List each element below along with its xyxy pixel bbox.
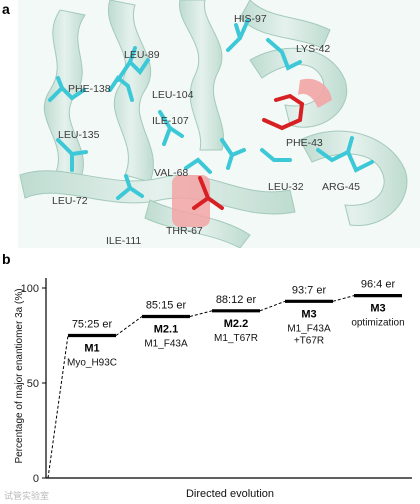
variant-description: Myo_H93C bbox=[67, 358, 117, 369]
residue-label: THR-67 bbox=[166, 225, 203, 237]
er-label: 96:4 er bbox=[361, 279, 396, 291]
residue-label: ARG-45 bbox=[322, 181, 360, 193]
variant-name: M1 bbox=[84, 343, 99, 355]
connector-line bbox=[259, 300, 286, 312]
variant-description: +T67R bbox=[294, 335, 324, 346]
connector-line bbox=[115, 316, 143, 336]
variant-description: M1_F43A bbox=[287, 323, 331, 334]
residue-label: LEU-32 bbox=[268, 181, 304, 193]
er-label: 88:12 er bbox=[216, 294, 257, 306]
residue-label: ILE-111 bbox=[106, 235, 141, 247]
er-label: 75:25 er bbox=[72, 319, 113, 331]
connector-line bbox=[189, 310, 213, 317]
residue-label: LYS-42 bbox=[296, 43, 330, 55]
residue-label: ILE-107 bbox=[152, 115, 189, 127]
variant-description: optimization bbox=[351, 318, 404, 329]
variant-description: M1_T67R bbox=[214, 333, 258, 344]
mutated-residue-sticks bbox=[192, 93, 305, 210]
y-tick-label: 0 bbox=[33, 473, 39, 485]
y-axis-title: Percentage of major enantiomer 3a (%) bbox=[14, 288, 25, 463]
variant-name: M3 bbox=[301, 308, 316, 320]
variant-name: M2.2 bbox=[224, 318, 248, 330]
residue-label: VAL-68 bbox=[154, 167, 188, 179]
residue-label: LEU-135 bbox=[58, 129, 100, 141]
protein-structure-panel: a HIS-97 LEU-89 LYS-42 PHE-138 LEU-104 I… bbox=[2, 0, 420, 248]
phe43-highlight bbox=[298, 78, 332, 108]
evolution-chart: b Percentage of major enantiomer 3a (%) … bbox=[2, 251, 412, 500]
watermark: 试管实验室 bbox=[4, 491, 50, 501]
thr67-highlight bbox=[172, 175, 210, 227]
panel-a-letter: a bbox=[2, 1, 10, 17]
residue-label: PHE-43 bbox=[286, 137, 323, 149]
residue-label: HIS-97 bbox=[234, 13, 267, 25]
variant-name: M3 bbox=[370, 303, 385, 315]
residue-label: LEU-72 bbox=[52, 195, 88, 207]
residue-label: PHE-138 bbox=[68, 83, 111, 95]
y-tick-label: 50 bbox=[27, 378, 39, 390]
residue-sticks bbox=[48, 18, 374, 200]
connector-line bbox=[47, 335, 69, 479]
connector-line bbox=[332, 295, 355, 302]
variant-name: M2.1 bbox=[154, 324, 178, 336]
er-label: 85:15 er bbox=[146, 300, 187, 312]
panel-b-letter: b bbox=[2, 251, 11, 267]
x-axis-title: Directed evolution bbox=[186, 488, 274, 500]
residue-label: LEU-104 bbox=[152, 89, 194, 101]
residue-label: LEU-89 bbox=[124, 49, 160, 61]
variant-description: M1_F43A bbox=[144, 339, 188, 350]
er-label: 93:7 er bbox=[292, 284, 327, 296]
y-tick-label: 100 bbox=[21, 283, 39, 295]
